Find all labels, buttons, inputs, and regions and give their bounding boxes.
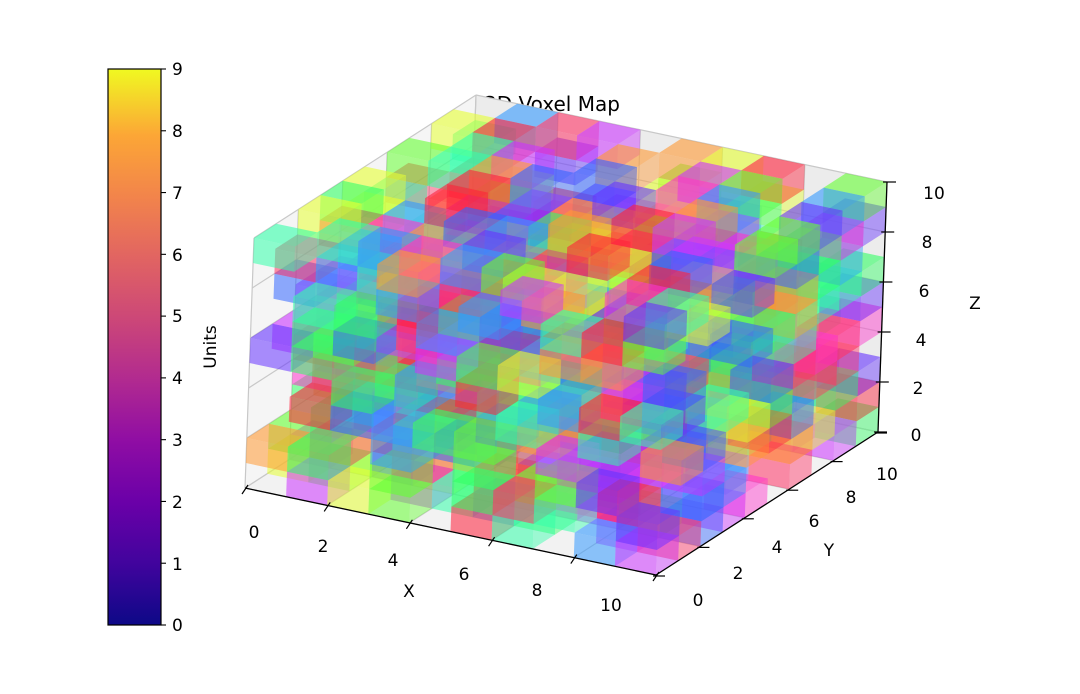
axes-lines	[241, 181, 896, 582]
cb-tick-6: 6	[172, 246, 183, 266]
x-tick-6: 6	[459, 565, 470, 585]
cb-tick-7: 7	[172, 184, 183, 204]
y-tick-2: 2	[733, 564, 744, 584]
z-tick-4: 4	[916, 331, 927, 351]
z-tick-6: 6	[919, 282, 930, 302]
x-axis-label: X	[403, 582, 415, 602]
x-tick-0: 0	[249, 523, 260, 543]
y-tick-6: 6	[809, 512, 820, 532]
colorbar-label: Units	[201, 325, 221, 369]
cb-tick-9: 9	[172, 60, 183, 80]
x-tick-2: 2	[318, 537, 329, 557]
y-tick-4: 4	[772, 538, 783, 558]
z-axis-label: Z	[969, 294, 981, 314]
cb-tick-5: 5	[172, 307, 183, 327]
colorbar: 0 1 2 3 4 5 6 7 8 9 Units	[107, 60, 221, 636]
x-tick-8: 8	[532, 581, 543, 601]
colorbar-ticks: 0 1 2 3 4 5 6 7 8 9	[161, 60, 183, 636]
y-axis-label: Y	[823, 541, 835, 561]
y-axis-ticks: 0 2 4 6 8 10 Y	[693, 465, 898, 611]
x-axis-ticks: 0 2 4 6 8 10 X	[249, 523, 622, 616]
x-tick-4: 4	[388, 551, 399, 571]
cb-tick-4: 4	[172, 369, 183, 389]
x-tick-10: 10	[600, 596, 622, 616]
y-tick-8: 8	[846, 488, 857, 508]
cb-tick-8: 8	[172, 122, 183, 142]
y-tick-10: 10	[876, 465, 898, 485]
y-tick-0: 0	[693, 591, 704, 611]
cb-tick-3: 3	[172, 431, 183, 451]
z-tick-2: 2	[913, 379, 924, 399]
z-axis-ticks: 0 2 4 6 8 10 Z	[911, 184, 981, 446]
cb-tick-0: 0	[172, 616, 183, 636]
cb-tick-2: 2	[172, 493, 183, 513]
z-tick-10: 10	[923, 184, 945, 204]
z-tick-0: 0	[911, 426, 922, 446]
colorbar-gradient	[107, 68, 162, 626]
z-tick-8: 8	[922, 233, 933, 253]
cb-tick-1: 1	[172, 555, 183, 575]
voxel-layer	[245, 103, 887, 575]
